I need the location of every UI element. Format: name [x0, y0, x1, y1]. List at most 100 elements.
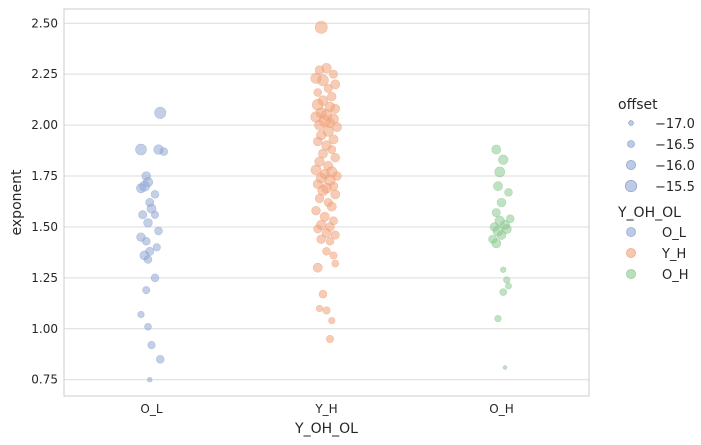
- point-y-h: [327, 145, 337, 155]
- point-o-l: [143, 218, 153, 228]
- legend-size-label: −16.5: [655, 138, 695, 153]
- point-y-h: [313, 224, 323, 234]
- point-y-h: [330, 103, 341, 114]
- point-y-h: [329, 251, 338, 260]
- point-y-h: [313, 88, 322, 97]
- y-tick-label: 2.50: [31, 16, 58, 30]
- legend-hue-marker: [626, 269, 636, 279]
- point-o-h: [491, 144, 502, 155]
- point-y-h: [330, 79, 341, 90]
- point-o-h: [498, 154, 509, 165]
- point-o-h: [500, 266, 507, 273]
- point-y-h: [328, 317, 336, 325]
- legend-size-label: −17.0: [655, 117, 695, 132]
- y-axis-label: exponent: [9, 169, 25, 235]
- data-points: [135, 20, 515, 383]
- point-o-h: [494, 166, 506, 178]
- point-o-l: [137, 310, 145, 319]
- point-o-h: [499, 288, 508, 296]
- legend-size-label: −15.5: [655, 180, 695, 195]
- y-tick-label: 1.75: [31, 169, 58, 183]
- point-o-h: [496, 230, 507, 240]
- legend-hue-label: Y_H: [661, 247, 686, 262]
- plot-frame: [63, 8, 590, 397]
- point-y-h: [316, 234, 326, 244]
- point-y-h: [327, 91, 337, 102]
- point-y-h: [312, 262, 323, 273]
- point-o-l: [143, 255, 153, 264]
- point-o-h: [504, 188, 513, 197]
- y-tick-labels: 0.75 1.00 1.25 1.50 1.75 2.00 2.25 2.50: [31, 16, 58, 386]
- point-y-h: [322, 247, 331, 256]
- legend-size-label: −16.0: [655, 159, 695, 174]
- point-y-h: [332, 122, 342, 133]
- point-y-h: [314, 119, 325, 131]
- y-tick-label: 0.75: [31, 373, 58, 387]
- y-tick-label: 1.00: [31, 322, 58, 336]
- point-o-h: [506, 214, 515, 224]
- point-y-h: [313, 136, 323, 147]
- point-o-l: [154, 226, 163, 236]
- point-y-h: [331, 259, 340, 268]
- x-tick-label: O_L: [140, 402, 162, 416]
- legend-hue-title: Y_OH_OL: [617, 205, 681, 221]
- legend-hue-marker: [626, 227, 636, 237]
- legend-hue-marker: [626, 248, 636, 258]
- legend-size-marker: [624, 180, 637, 193]
- point-o-h: [502, 365, 508, 370]
- point-y-h: [321, 228, 332, 238]
- point-y-h: [330, 230, 340, 240]
- y-tick-label: 1.50: [31, 220, 58, 234]
- point-o-h: [491, 208, 501, 218]
- x-tick-label: Y_H: [314, 402, 337, 416]
- point-y-h: [318, 289, 328, 299]
- point-y-h: [325, 334, 335, 343]
- legend-size-marker: [628, 120, 634, 126]
- y-tick-label: 2.25: [31, 67, 58, 81]
- point-y-h: [314, 193, 325, 204]
- x-tick-label: O_H: [489, 402, 513, 416]
- point-y-h: [317, 74, 329, 87]
- point-o-l: [138, 210, 148, 220]
- legend-hue-label: O_H: [662, 268, 689, 283]
- point-y-h: [325, 236, 335, 246]
- point-o-l: [156, 355, 165, 364]
- point-o-h: [496, 197, 507, 208]
- legend: offset Y_OH_OL −17.0 −16.5 −16.0 −15.5 O_L Y_…: [617, 97, 695, 283]
- point-o-l: [135, 143, 147, 156]
- y-tick-label: 1.25: [31, 271, 58, 285]
- point-o-l: [147, 377, 153, 383]
- point-o-l: [147, 341, 156, 350]
- x-axis-label: Y_OH_OL: [294, 421, 358, 437]
- point-o-h: [505, 282, 512, 290]
- point-o-l: [136, 183, 146, 194]
- point-y-h: [314, 20, 328, 34]
- point-y-h: [326, 201, 337, 212]
- point-o-h: [494, 315, 502, 323]
- x-tick-labels: O_L Y_H O_H: [140, 402, 513, 416]
- legend-size-title: offset: [618, 97, 658, 113]
- point-y-h: [330, 189, 341, 200]
- point-o-l: [142, 236, 151, 246]
- point-o-l: [159, 147, 168, 156]
- point-o-l: [150, 210, 160, 219]
- point-y-h: [322, 306, 331, 315]
- point-o-l: [154, 106, 167, 119]
- point-o-h: [493, 181, 503, 192]
- legend-hue-label: O_L: [662, 226, 687, 241]
- point-y-h: [323, 83, 333, 93]
- point-y-h: [315, 304, 324, 312]
- point-y-h: [329, 69, 338, 79]
- legend-size-marker: [626, 160, 636, 170]
- point-o-h: [503, 276, 511, 284]
- point-y-h: [328, 134, 339, 145]
- point-y-h: [311, 205, 321, 216]
- point-o-l: [144, 322, 152, 331]
- point-y-h: [330, 153, 340, 163]
- point-o-l: [150, 273, 160, 283]
- point-o-l: [142, 286, 151, 295]
- point-o-h: [491, 238, 502, 249]
- point-o-l: [152, 243, 161, 252]
- point-y-h: [310, 164, 322, 176]
